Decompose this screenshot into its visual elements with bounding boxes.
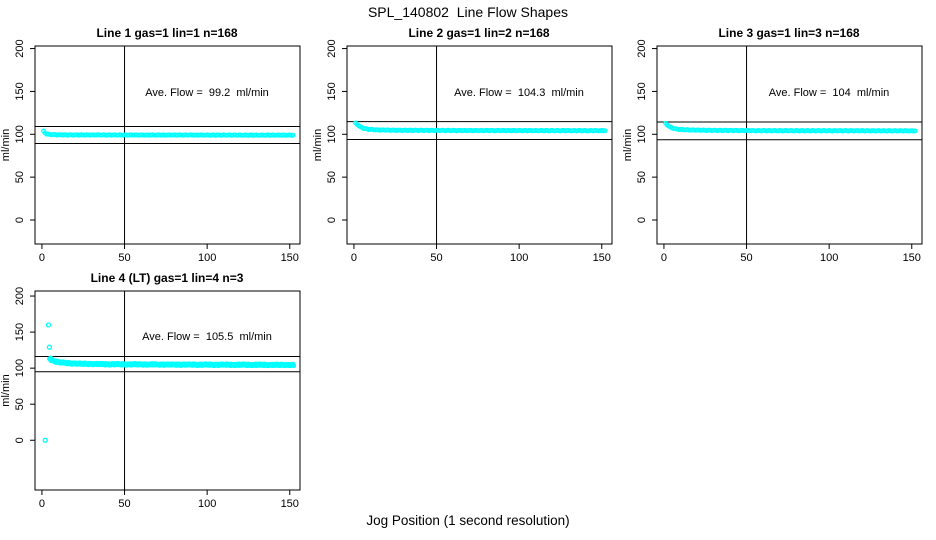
x-tick-label: 150: [281, 498, 299, 510]
data-points: [41, 128, 296, 138]
x-tick-label: 150: [903, 252, 921, 264]
x-tick-label: 150: [593, 252, 611, 264]
x-tick-label: 50: [118, 252, 130, 264]
y-tick-label: 0: [14, 437, 26, 443]
y-tick-label: 100: [636, 125, 648, 143]
panel2-title: Line 2 gas=1 lin=2 n=168: [408, 26, 550, 40]
outlier-point: [45, 322, 52, 328]
y-axis-label: ml/min: [0, 129, 12, 161]
plot-box: [34, 290, 301, 491]
y-axis: 0 50 100 150 200: [14, 287, 35, 443]
y-tick-label: 100: [14, 359, 26, 377]
y-tick-label: 150: [14, 82, 26, 100]
x-tick-label: 150: [281, 252, 299, 264]
x-tick-label: 100: [510, 252, 528, 264]
x-tick-label: 0: [39, 498, 45, 510]
y-tick-label: 200: [636, 39, 648, 57]
y-tick-label: 50: [326, 171, 338, 183]
outlier-point: [46, 344, 53, 350]
data-points: [663, 120, 918, 134]
y-tick-label: 200: [326, 39, 338, 57]
y-tick-label: 150: [326, 82, 338, 100]
data-points: [42, 322, 297, 443]
x-tick-label: 0: [661, 252, 667, 264]
y-axis-label: ml/min: [622, 129, 634, 161]
x-axis-shared-label: Jog Position (1 second resolution): [366, 513, 570, 528]
panel1-title: Line 1 gas=1 lin=1 n=168: [96, 26, 238, 40]
y-tick-label: 50: [14, 398, 26, 410]
x-tick-label: 0: [351, 252, 357, 264]
y-axis: 0 50 100 150 200: [636, 39, 657, 223]
y-axis: 0 50 100 150 200: [326, 39, 347, 223]
y-tick-label: 150: [14, 323, 26, 341]
y-tick-label: 0: [326, 217, 338, 223]
y-tick-label: 150: [636, 82, 648, 100]
panel4-ave-flow-annotation: Ave. Flow = 105.5 ml/min: [142, 331, 272, 343]
x-tick-label: 50: [430, 252, 442, 264]
x-tick-label: 100: [820, 252, 838, 264]
outlier-point: [42, 437, 48, 443]
plot-box: [656, 45, 923, 245]
line4-flow-plot: 0 50 100 150 0 50 100 150 200 ml/min: [0, 287, 301, 510]
plot-box: [34, 45, 301, 245]
y-tick-label: 0: [636, 217, 648, 223]
y-axis-label: ml/min: [0, 374, 12, 406]
x-axis: 0 50 100 150: [661, 244, 921, 264]
data-points: [353, 120, 608, 134]
y-tick-label: 50: [14, 171, 26, 183]
x-tick-label: 50: [118, 498, 130, 510]
y-tick-label: 200: [14, 287, 26, 305]
x-tick-label: 0: [39, 252, 45, 264]
panel1-ave-flow-annotation: Ave. Flow = 99.2 ml/min: [145, 87, 269, 99]
y-tick-label: 50: [636, 171, 648, 183]
x-tick-label: 50: [740, 252, 752, 264]
x-axis: 0 50 100 150: [39, 490, 299, 510]
line3-flow-plot: 0 50 100 150 0 50 100 150 200 ml/min: [622, 39, 923, 264]
plot-box: [346, 45, 613, 245]
x-axis: 0 50 100 150: [39, 244, 299, 264]
y-axis: 0 50 100 150 200: [14, 39, 35, 223]
line2-flow-plot: 0 50 100 150 0 50 100 150 200 ml/min: [312, 39, 613, 264]
y-tick-label: 100: [14, 125, 26, 143]
panel3-ave-flow-annotation: Ave. Flow = 104 ml/min: [768, 87, 890, 99]
x-tick-label: 100: [198, 498, 216, 510]
panel2-ave-flow-annotation: Ave. Flow = 104.3 ml/min: [454, 87, 584, 99]
y-tick-label: 100: [326, 125, 338, 143]
x-tick-label: 100: [198, 252, 216, 264]
x-axis: 0 50 100 150: [351, 244, 611, 264]
y-tick-label: 0: [14, 217, 26, 223]
y-tick-label: 200: [14, 39, 26, 57]
panel3-title: Line 3 gas=1 lin=3 n=168: [718, 26, 860, 40]
panel4-title: Line 4 (LT) gas=1 lin=4 n=3: [90, 271, 244, 285]
y-axis-label: ml/min: [312, 129, 324, 161]
line1-flow-plot: 0 50 100 150 0 50 100 150 200 ml/min: [0, 39, 301, 264]
figure-title: SPL_140802 Line Flow Shapes: [367, 4, 569, 20]
